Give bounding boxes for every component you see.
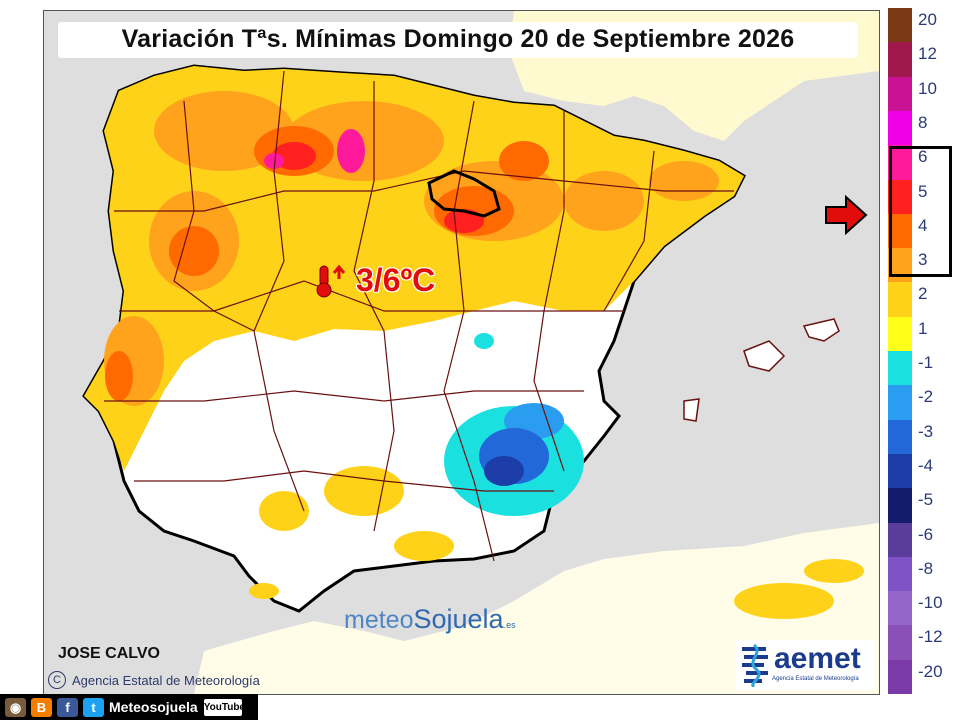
legend-swatch xyxy=(888,385,912,421)
legend-label: -10 xyxy=(918,593,943,613)
legend-swatch xyxy=(888,248,912,283)
youtube-icon[interactable]: YouTube xyxy=(203,698,245,716)
arrow-up-icon xyxy=(332,264,346,279)
map-title: Variación Tªs. Mínimas Domingo 20 de Sep… xyxy=(121,25,795,53)
legend-label: 5 xyxy=(918,181,928,201)
province-borders xyxy=(104,70,734,562)
legend-label: 3 xyxy=(918,250,928,270)
cold-anomaly-southeast xyxy=(444,333,584,516)
legend-label: 8 xyxy=(918,112,928,132)
legend-label: 10 xyxy=(918,78,937,98)
legend-label: -4 xyxy=(918,455,934,475)
legend-swatch xyxy=(888,659,912,695)
legend-swatch xyxy=(888,522,912,558)
watermark-part1: meteo xyxy=(344,606,414,634)
arrow-right-icon xyxy=(825,194,868,236)
temperature-value: 3/6ºC xyxy=(356,262,436,298)
legend-swatch xyxy=(888,213,912,249)
legend-label: -5 xyxy=(918,490,934,510)
legend-swatch xyxy=(888,145,912,180)
legend-swatch xyxy=(888,110,912,146)
map-frame xyxy=(43,10,880,695)
legend-swatch xyxy=(888,419,912,455)
warm-anomaly-south xyxy=(249,466,864,619)
legend-label: 1 xyxy=(918,318,928,338)
blogger-icon[interactable]: B xyxy=(31,697,52,717)
copyright-icon: C xyxy=(48,671,66,689)
legend-swatch xyxy=(888,179,912,215)
instagram-icon[interactable]: ◉ xyxy=(5,697,26,717)
legend-swatch xyxy=(888,42,912,78)
legend-label: 2 xyxy=(918,284,928,304)
legend-swatch xyxy=(888,316,912,352)
social-name[interactable]: Meteosojuela xyxy=(109,699,198,715)
la-rioja-outline xyxy=(427,169,501,218)
legend-swatch xyxy=(888,76,912,112)
legend-swatch xyxy=(888,453,912,489)
title-box: Variación Tªs. Mínimas Domingo 20 de Sep… xyxy=(58,22,858,58)
legend-swatch xyxy=(888,625,912,661)
credit-text: Agencia Estatal de Meteorología xyxy=(72,672,260,688)
thermometer-icon xyxy=(316,264,346,297)
watermark-part2: Sojuela xyxy=(413,604,504,634)
legend-swatch xyxy=(888,488,912,523)
balearic-islands xyxy=(683,318,840,422)
credit-line: C Agencia Estatal de Meteorología xyxy=(48,671,260,689)
legend-label: -8 xyxy=(918,558,934,578)
watermark-suffix: .es xyxy=(503,620,516,630)
legend-label: -6 xyxy=(918,524,934,544)
legend-label: -12 xyxy=(918,627,943,647)
legend-label: 20 xyxy=(918,10,937,29)
aemet-emblem-icon xyxy=(742,643,768,687)
legend: 20 12 10 8 6 5 4 3 2 1 -1 -2 -3 -4 -5 -6 -8 -10 -12 -20 xyxy=(888,8,960,698)
legend-label: -1 xyxy=(918,353,934,372)
legend-label: 6 xyxy=(918,147,928,167)
legend-label: -2 xyxy=(918,387,934,407)
twitter-icon[interactable]: t xyxy=(83,697,104,717)
anomaly-6deg xyxy=(264,129,365,173)
legend-label: 12 xyxy=(918,44,937,64)
legend-swatch xyxy=(888,556,912,592)
aemet-logo: aemet Agencia Estatal de Meteorología xyxy=(736,640,876,690)
aemet-name: aemet xyxy=(774,642,861,675)
legend-label: -3 xyxy=(918,421,934,441)
facebook-icon[interactable]: f xyxy=(57,697,78,717)
legend-label: 4 xyxy=(918,215,928,235)
legend-label: -20 xyxy=(918,661,943,681)
temperature-callout: 3/6ºC xyxy=(312,262,435,299)
author-name: JOSE CALVO xyxy=(58,645,160,662)
map-canvas xyxy=(44,11,879,694)
africa-land xyxy=(194,523,879,694)
social-bar: ◉ B f t Meteosojuela YouTube xyxy=(0,694,258,720)
watermark: meteoSojuela.es xyxy=(344,604,516,635)
legend-swatch xyxy=(888,591,912,626)
legend-swatch xyxy=(888,282,912,318)
aemet-subtitle: Agencia Estatal de Meteorología xyxy=(772,676,859,682)
legend-highlight-box xyxy=(889,146,952,277)
legend-swatch xyxy=(888,8,912,43)
legend-swatch xyxy=(888,351,912,386)
